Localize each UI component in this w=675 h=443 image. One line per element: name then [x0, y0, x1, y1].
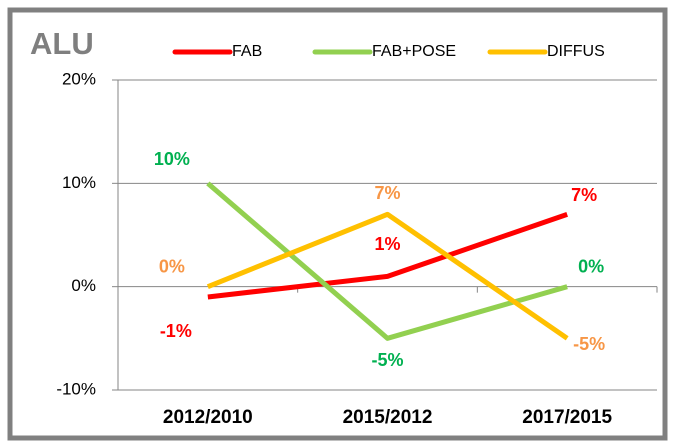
x-tick-label: 2017/2015 [522, 407, 612, 428]
legend-label: FAB+POSE [372, 43, 456, 60]
data-label: 7% [571, 185, 597, 205]
data-label: -5% [573, 334, 605, 354]
legend-label: DIFFUS [547, 43, 605, 60]
chart-title: ALU [30, 26, 94, 61]
series-line [206, 181, 568, 341]
data-label: 1% [374, 234, 400, 254]
series-line [206, 211, 569, 341]
y-tick-label: 10% [62, 173, 96, 192]
data-label: 0% [578, 256, 604, 276]
x-tick-label: 2015/2012 [343, 407, 433, 428]
legend-label: FAB [232, 43, 262, 60]
data-label: -1% [160, 321, 192, 341]
data-label: -5% [371, 350, 403, 370]
data-label: 0% [159, 256, 185, 276]
data-label: 7% [374, 183, 400, 203]
chart-border [7, 7, 668, 441]
y-tick-label: -10% [56, 379, 96, 398]
y-tick-label: 20% [62, 69, 96, 88]
x-tick-label: 2012/2010 [163, 407, 253, 428]
data-label: 10% [154, 149, 190, 169]
series-line [207, 211, 568, 300]
y-tick-label: 0% [71, 276, 96, 295]
